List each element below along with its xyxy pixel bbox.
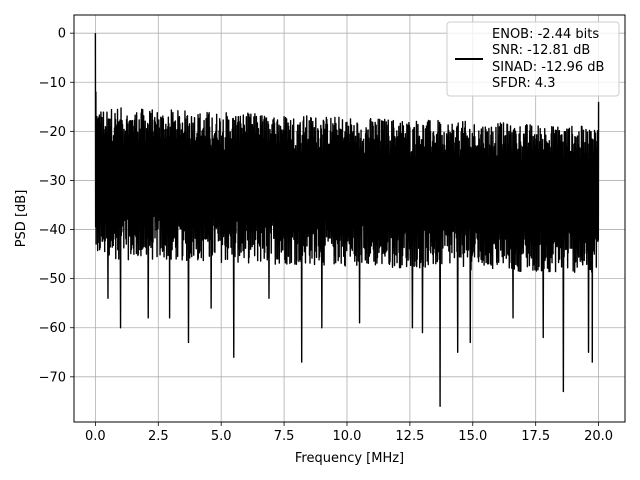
- x-tick-label: 0.0: [85, 429, 106, 444]
- x-tick-label: 10.0: [333, 429, 362, 444]
- y-tick-label: −20: [39, 125, 66, 140]
- psd-series: [94, 33, 600, 407]
- legend-entry-snr: SNR: -12.81 dB: [492, 43, 590, 58]
- y-tick-label: −10: [39, 76, 66, 91]
- legend: ENOB: -2.44 bits SNR: -12.81 dB SINAD: -…: [446, 21, 620, 97]
- y-tick-label: −30: [39, 174, 66, 189]
- legend-entry-sfdr: SFDR: 4.3: [492, 76, 556, 91]
- y-axis-label: PSD [dB]: [14, 190, 29, 248]
- y-tick-label: −60: [39, 321, 66, 336]
- x-tick-label: 20.0: [584, 429, 613, 444]
- x-tick-label: 7.5: [274, 429, 295, 444]
- x-ticks: 0.0 2.5 5.0 7.5 10.0 12.5 15.0 17.5 20.0: [85, 422, 613, 444]
- y-tick-label: −40: [39, 223, 66, 238]
- x-tick-label: 2.5: [148, 429, 169, 444]
- legend-entry-enob: ENOB: -2.44 bits: [492, 27, 599, 42]
- y-tick-label: −50: [39, 272, 66, 287]
- y-ticks: 0 −10 −20 −30 −40 −50 −60 −70: [39, 27, 74, 385]
- psd-line: [94, 33, 600, 407]
- legend-entry-sinad: SINAD: -12.96 dB: [492, 60, 604, 75]
- plot-frame: [73, 14, 626, 423]
- legend-box: [446, 21, 620, 97]
- x-axis-label: Frequency [MHz]: [295, 451, 404, 466]
- y-tick-label: 0: [58, 27, 66, 42]
- x-tick-label: 5.0: [211, 429, 232, 444]
- y-tick-label: −70: [39, 370, 66, 385]
- x-tick-label: 12.5: [395, 429, 424, 444]
- x-tick-label: 15.0: [458, 429, 487, 444]
- x-tick-label: 17.5: [521, 429, 550, 444]
